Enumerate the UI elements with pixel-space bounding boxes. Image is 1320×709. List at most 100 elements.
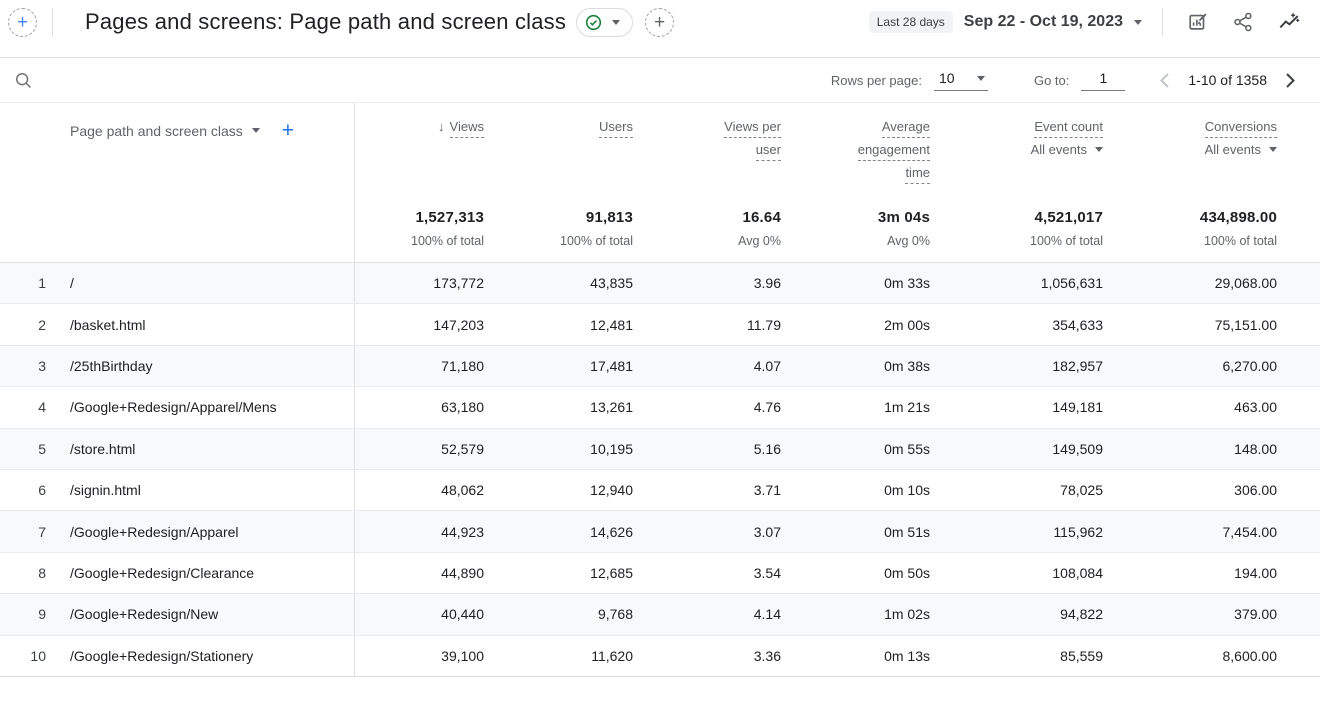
column-header-users[interactable]: Users [484, 103, 633, 188]
table-row: 8 /Google+Redesign/Clearance 44,890 12,6… [0, 552, 1320, 595]
average-engagement-time-cell: 0m 50s [884, 564, 930, 581]
report-status-pill[interactable] [576, 7, 634, 37]
table-row: 7 /Google+Redesign/Apparel 44,923 14,626… [0, 511, 1320, 553]
page-path-cell: /Google+Redesign/Apparel [70, 523, 239, 540]
event-count-cell: 94,822 [1060, 606, 1103, 623]
views-cell: 48,062 [441, 482, 484, 499]
views-cell: 147,203 [433, 316, 484, 333]
average-engagement-time-cell: 0m 38s [884, 357, 930, 374]
next-page-button[interactable] [1281, 70, 1300, 91]
column-header-views[interactable]: ↓ Views [355, 103, 484, 188]
users-cell: 12,940 [590, 482, 633, 499]
average-engagement-time-cell: 0m 51s [884, 523, 930, 540]
conversions-cell: 306.00 [1234, 482, 1277, 499]
average-engagement-time-cell: 0m 13s [884, 647, 930, 664]
event-count-filter[interactable]: All events [930, 142, 1103, 157]
page-path-cell: /Google+Redesign/Stationery [70, 647, 254, 664]
average-engagement-time-cell: 2m 00s [884, 316, 930, 333]
page-path-cell: /Google+Redesign/Clearance [70, 564, 255, 581]
views-per-user-cell: 3.07 [753, 523, 781, 540]
totals-views-per-user: 16.64 Avg 0% [738, 209, 781, 248]
users-cell: 14,626 [590, 523, 633, 540]
column-header-conversions[interactable]: Conversions All events [1103, 103, 1277, 188]
views-per-user-cell: 5.16 [753, 440, 781, 457]
customize-report-button[interactable] [1184, 8, 1212, 36]
views-per-user-cell: 3.36 [753, 647, 781, 664]
row-metrics: 173,772 43,835 3.96 0m 33s 1,056,631 29,… [354, 263, 1277, 304]
views-per-user-cell: 3.96 [753, 275, 781, 292]
page-path-cell: /store.html [70, 440, 136, 457]
table-row: 9 /Google+Redesign/New 40,440 9,768 4.14… [0, 594, 1320, 636]
previous-page-button[interactable] [1155, 70, 1174, 91]
views-cell: 40,440 [441, 606, 484, 623]
users-cell: 11,620 [591, 647, 633, 664]
users-cell: 12,481 [590, 316, 633, 333]
column-header-views-per-user[interactable]: Views per user [633, 103, 781, 188]
row-index: 7 [38, 523, 46, 540]
metric-headers: ↓ Views Users Views per user Average enga… [354, 103, 1277, 200]
go-to-label: Go to: [1033, 72, 1070, 88]
views-per-user-cell: 11.79 [747, 316, 781, 333]
table-row: 3 /25thBirthday 71,180 17,481 4.07 0m 38… [0, 345, 1320, 388]
row-metrics: 48,062 12,940 3.71 0m 10s 78,025 306.00 [354, 469, 1277, 511]
chevron-down-icon [976, 75, 985, 81]
table-header-row: Page path and screen class + ↓ Views User… [0, 103, 1320, 200]
views-cell: 173,772 [433, 275, 484, 292]
add-report-button[interactable]: + [645, 7, 675, 37]
views-cell: 44,890 [441, 564, 484, 581]
average-engagement-time-cell: 0m 55s [884, 440, 930, 457]
add-dimension-button[interactable]: + [281, 119, 295, 142]
page-path-cell: /Google+Redesign/New [70, 606, 219, 623]
conversions-filter[interactable]: All events [1103, 142, 1277, 157]
conversions-cell: 463.00 [1234, 399, 1277, 416]
views-per-user-cell: 4.07 [753, 357, 781, 374]
row-metrics: 63,180 13,261 4.76 1m 21s 149,181 463.00 [354, 387, 1277, 428]
header-divider [52, 8, 53, 36]
table-row: 6 /signin.html 48,062 12,940 3.71 0m 10s… [0, 469, 1320, 512]
row-index: 9 [38, 606, 46, 623]
rows-per-page-select[interactable]: 10 [933, 69, 988, 91]
conversions-cell: 8,600.00 [1222, 647, 1278, 664]
row-metrics: 71,180 17,481 4.07 0m 38s 182,957 6,270.… [354, 345, 1277, 387]
date-range-text: Sep 22 - Oct 19, 2023 [963, 13, 1123, 30]
search-button[interactable] [10, 67, 37, 94]
dimension-header: Page path and screen class + [0, 103, 354, 141]
column-header-event-count[interactable]: Event count All events [930, 103, 1103, 188]
views-cell: 71,180 [441, 357, 484, 374]
row-index: 5 [38, 440, 46, 457]
totals-views: 1,527,313 100% of total [411, 209, 484, 248]
chevron-down-icon [1134, 19, 1142, 25]
views-per-user-cell: 4.14 [753, 606, 781, 623]
add-comparison-button[interactable]: + [8, 7, 37, 37]
chevron-down-icon [612, 19, 621, 25]
insights-button[interactable] [1274, 8, 1304, 36]
page-path-cell: /basket.html [70, 316, 146, 333]
users-cell: 13,261 [590, 399, 633, 416]
dimension-header-label[interactable]: Page path and screen class [70, 122, 243, 139]
row-metrics: 147,203 12,481 11.79 2m 00s 354,633 75,1… [354, 304, 1277, 345]
plus-icon: + [16, 11, 29, 33]
conversions-cell: 75,151.00 [1214, 316, 1277, 333]
chevron-down-icon [1269, 147, 1277, 152]
event-count-cell: 115,962 [1053, 523, 1103, 540]
customize-report-icon [1189, 13, 1207, 30]
date-range-chip: Last 28 days [868, 11, 953, 33]
views-cell: 52,579 [441, 440, 484, 457]
users-cell: 17,481 [590, 357, 633, 374]
share-button[interactable] [1229, 8, 1257, 36]
row-index: 3 [38, 357, 46, 374]
check-circle-icon [585, 14, 602, 30]
table-body: 1 / 173,772 43,835 3.96 0m 33s 1,056,631… [0, 263, 1320, 677]
average-engagement-time-cell: 0m 10s [884, 482, 930, 499]
chevron-down-icon[interactable] [251, 128, 260, 133]
row-metrics: 39,100 11,620 3.36 0m 13s 85,559 8,600.0… [354, 635, 1278, 676]
users-cell: 9,768 [597, 606, 633, 623]
conversions-cell: 7,454.00 [1222, 523, 1278, 540]
page-path-cell: /Google+Redesign/Apparel/Mens [70, 399, 277, 416]
date-range-picker[interactable]: Sep 22 - Oct 19, 2023 [964, 13, 1142, 31]
event-count-cell: 108,084 [1052, 564, 1103, 581]
page-path-cell: /signin.html [70, 482, 141, 499]
go-to-page-input[interactable] [1081, 69, 1126, 91]
sort-descending-icon: ↓ [438, 119, 445, 134]
column-header-average-engagement-time[interactable]: Average engagement time [781, 103, 930, 188]
